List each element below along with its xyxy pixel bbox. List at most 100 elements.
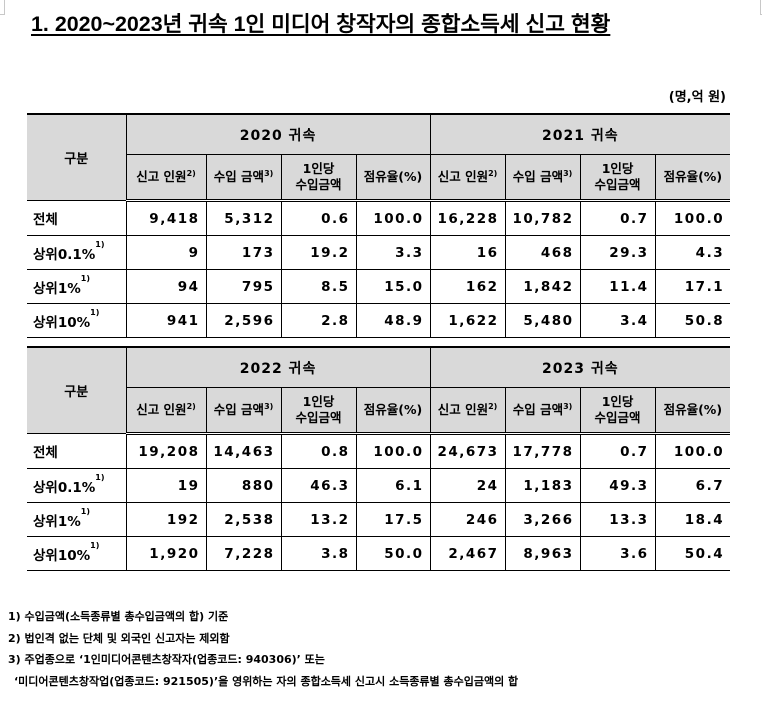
cell: 468 bbox=[504, 235, 581, 270]
cell: 50.8 bbox=[654, 303, 731, 338]
col-share: 점유율(%) bbox=[355, 154, 431, 202]
cell: 15.0 bbox=[355, 269, 431, 304]
col-share: 점유율(%) bbox=[355, 387, 431, 435]
income-table-2022-2023: 구분 2022 귀속 2023 귀속 신고 인원2) 수입 금액3) 1인당 수입… bbox=[27, 346, 731, 571]
cell: 13.3 bbox=[579, 502, 656, 537]
table-row: 상위1%1) 94 795 8.5 15.0 162 1,842 11.4 17… bbox=[27, 269, 731, 304]
col-income-amount: 수입 금액3) bbox=[205, 387, 282, 435]
row-label: 전체 bbox=[27, 200, 127, 236]
cell: 0.7 bbox=[579, 433, 656, 469]
cell: 8.5 bbox=[280, 269, 357, 304]
year-header: 2022 귀속 bbox=[125, 346, 431, 388]
year-header: 2021 귀속 bbox=[429, 113, 731, 155]
cell: 18.4 bbox=[654, 502, 731, 537]
row-label: 상위1%1) bbox=[27, 502, 127, 537]
unit-label: (명,억 원) bbox=[668, 90, 726, 105]
cell: 3.6 bbox=[579, 536, 656, 571]
cell: 19 bbox=[125, 468, 207, 503]
table-row: 상위0.1%1) 19 880 46.3 6.1 24 1,183 49.3 6… bbox=[27, 468, 731, 503]
cell: 3.4 bbox=[579, 303, 656, 338]
year-header: 2023 귀속 bbox=[429, 346, 731, 388]
cell: 24 bbox=[429, 468, 506, 503]
page-corner-mark bbox=[0, 0, 5, 15]
cell: 17.5 bbox=[355, 502, 431, 537]
cell: 0.6 bbox=[280, 200, 357, 236]
cell: 9 bbox=[125, 235, 207, 270]
cell: 10,782 bbox=[504, 200, 581, 236]
cell: 16 bbox=[429, 235, 506, 270]
col-per-capita: 1인당 수입금액 bbox=[280, 387, 357, 435]
col-report-count: 신고 인원2) bbox=[126, 387, 207, 435]
cell: 941 bbox=[125, 303, 207, 338]
cell: 100.0 bbox=[654, 433, 731, 469]
table-row: 상위10%1) 1,920 7,228 3.8 50.0 2,467 8,963… bbox=[27, 536, 731, 571]
table-row: 상위0.1%1) 9 173 19.2 3.3 16 468 29.3 4.3 bbox=[27, 235, 731, 270]
cell: 2,538 bbox=[205, 502, 282, 537]
cell: 50.4 bbox=[654, 536, 731, 571]
row-header: 구분 bbox=[27, 346, 127, 434]
row-label: 상위1%1) bbox=[27, 269, 127, 304]
cell: 6.1 bbox=[355, 468, 431, 503]
footnote-3: 3) 주업종으로 ‘1인미디어콘텐츠창작자(업종코드: 940306)’ 또는 bbox=[8, 653, 325, 666]
cell: 49.3 bbox=[579, 468, 656, 503]
table-row: 전체 19,208 14,463 0.8 100.0 24,673 17,778… bbox=[27, 433, 731, 469]
col-per-capita: 1인당 수입금액 bbox=[579, 387, 656, 435]
cell: 2,596 bbox=[205, 303, 282, 338]
row-label: 상위0.1%1) bbox=[27, 468, 127, 503]
col-income-amount: 수입 금액3) bbox=[205, 154, 282, 202]
col-share: 점유율(%) bbox=[654, 154, 731, 202]
col-per-capita: 1인당 수입금액 bbox=[579, 154, 656, 202]
cell: 2,467 bbox=[429, 536, 506, 571]
cell: 100.0 bbox=[355, 433, 431, 469]
cell: 9,418 bbox=[125, 200, 207, 236]
cell: 4.3 bbox=[654, 235, 731, 270]
cell: 29.3 bbox=[579, 235, 656, 270]
cell: 19,208 bbox=[125, 433, 207, 469]
footnotes: 1) 수입금액(소득종류별 총수입금액의 합) 기준 2) 법인격 없는 단체 … bbox=[8, 606, 518, 692]
cell: 46.3 bbox=[280, 468, 357, 503]
table-row: 상위10%1) 941 2,596 2.8 48.9 1,622 5,480 3… bbox=[27, 303, 731, 338]
footnote-1: 1) 수입금액(소득종류별 총수입금액의 합) 기준 bbox=[8, 610, 229, 623]
cell: 1,183 bbox=[504, 468, 581, 503]
cell: 1,920 bbox=[125, 536, 207, 571]
cell: 100.0 bbox=[355, 200, 431, 236]
cell: 3,266 bbox=[504, 502, 581, 537]
cell: 17.1 bbox=[654, 269, 731, 304]
cell: 6.7 bbox=[654, 468, 731, 503]
cell: 50.0 bbox=[355, 536, 431, 571]
cell: 48.9 bbox=[355, 303, 431, 338]
cell: 246 bbox=[429, 502, 506, 537]
cell: 880 bbox=[205, 468, 282, 503]
table-row: 상위1%1) 192 2,538 13.2 17.5 246 3,266 13.… bbox=[27, 502, 731, 537]
cell: 173 bbox=[205, 235, 282, 270]
cell: 1,842 bbox=[504, 269, 581, 304]
cell: 0.8 bbox=[280, 433, 357, 469]
col-report-count: 신고 인원2) bbox=[126, 154, 207, 202]
income-table-2020-2021: 구분 2020 귀속 2021 귀속 신고 인원2) 수입 금액3) 1인당 수입… bbox=[27, 113, 731, 338]
cell: 5,312 bbox=[205, 200, 282, 236]
table-row: 전체 9,418 5,312 0.6 100.0 16,228 10,782 0… bbox=[27, 200, 731, 236]
cell: 16,228 bbox=[429, 200, 506, 236]
footnote-2: 2) 법인격 없는 단체 및 외국인 신고자는 제외함 bbox=[8, 631, 230, 645]
cell: 7,228 bbox=[205, 536, 282, 571]
col-report-count: 신고 인원2) bbox=[429, 387, 506, 435]
cell: 17,778 bbox=[504, 433, 581, 469]
cell: 11.4 bbox=[579, 269, 656, 304]
cell: 13.2 bbox=[280, 502, 357, 537]
cell: 2.8 bbox=[280, 303, 357, 338]
row-label: 상위10%1) bbox=[27, 303, 127, 338]
row-header: 구분 bbox=[27, 113, 127, 201]
col-income-amount: 수입 금액3) bbox=[504, 154, 581, 202]
col-income-amount: 수입 금액3) bbox=[504, 387, 581, 435]
cell: 795 bbox=[205, 269, 282, 304]
cell: 100.0 bbox=[654, 200, 731, 236]
year-header: 2020 귀속 bbox=[125, 113, 431, 155]
row-label: 전체 bbox=[27, 433, 127, 469]
cell: 3.8 bbox=[280, 536, 357, 571]
col-per-capita: 1인당 수입금액 bbox=[280, 154, 357, 202]
col-share: 점유율(%) bbox=[654, 387, 731, 435]
row-label: 상위10%1) bbox=[27, 536, 127, 571]
cell: 94 bbox=[125, 269, 207, 304]
cell: 1,622 bbox=[429, 303, 506, 338]
cell: 0.7 bbox=[579, 200, 656, 236]
